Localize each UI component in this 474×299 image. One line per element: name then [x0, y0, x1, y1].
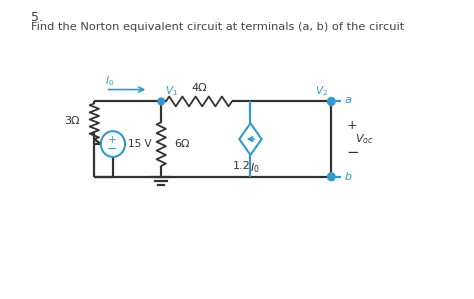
- Text: $b$: $b$: [344, 170, 353, 182]
- Text: $V_{oc}$: $V_{oc}$: [356, 132, 374, 146]
- Text: 1.2: 1.2: [233, 161, 250, 171]
- Text: −: −: [346, 146, 359, 161]
- Text: 6Ω: 6Ω: [174, 139, 190, 149]
- Text: +: +: [108, 135, 116, 145]
- Circle shape: [328, 97, 335, 106]
- Text: $V_2$: $V_2$: [315, 85, 328, 98]
- Text: $a$: $a$: [344, 95, 352, 106]
- Text: 15 V: 15 V: [128, 139, 151, 149]
- Text: 4Ω: 4Ω: [191, 83, 207, 92]
- Circle shape: [158, 98, 164, 105]
- Text: 3Ω: 3Ω: [64, 116, 80, 126]
- Text: 5.: 5.: [31, 11, 43, 24]
- Text: +: +: [346, 119, 357, 132]
- Circle shape: [328, 173, 335, 181]
- Text: $V_1$: $V_1$: [165, 85, 178, 98]
- Text: $I_0$: $I_0$: [250, 161, 260, 175]
- Text: −: −: [107, 143, 117, 155]
- Circle shape: [328, 98, 335, 105]
- Text: $I_0$: $I_0$: [106, 74, 115, 88]
- Text: Find the Norton equivalent circuit at terminals (a, b) of the circuit: Find the Norton equivalent circuit at te…: [31, 22, 404, 32]
